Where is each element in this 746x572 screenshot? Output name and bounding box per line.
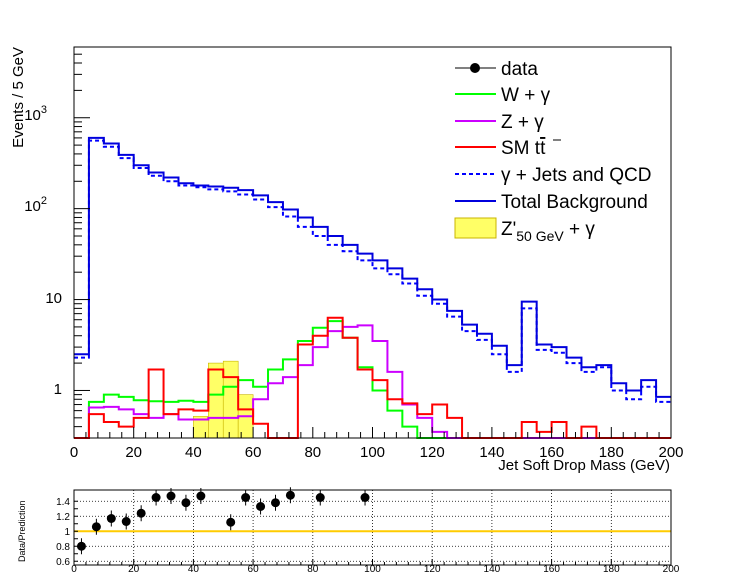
legend-label-data: data [501, 59, 538, 80]
ratio-point [106, 514, 116, 523]
main-y-tick-label-100: 102 [24, 195, 47, 215]
ratio-point [360, 493, 370, 502]
main-x-tick-label: 120 [420, 444, 445, 461]
legend-signal-base: Z' [501, 219, 516, 240]
main-plot: 0 20 40 60 80 100 120 140 160 180 200 1 10 102 103… [10, 46, 684, 474]
legend-signal-suffix: + γ [564, 219, 596, 240]
main-x-tick-label: 60 [245, 444, 262, 461]
main-y-ticks [74, 46, 90, 439]
ratio-x-tick-label: 80 [307, 564, 319, 572]
ratio-point [270, 498, 280, 508]
legend-label-wgamma: W + γ [501, 85, 551, 106]
ratio-points-layer [76, 487, 370, 555]
main-x-ticks: 0 20 40 60 80 100 120 140 160 180 200 [70, 427, 684, 461]
ratio-plot: 0 20 40 60 80 100 120 140 160 180 200 0.6 0.8 1 1.2 1.… [17, 487, 680, 572]
ratio-x-tick-label: 140 [484, 564, 501, 572]
legend-label-tt: SM tt [501, 138, 546, 159]
ratio-x-ticks: 0 20 40 60 80 100 120 140 160 180 200 [71, 559, 680, 572]
ratio-y-tick-label: 1.2 [56, 512, 70, 523]
signal-bar [208, 362, 224, 439]
ratio-point [196, 491, 206, 501]
legend-entry-tt: SM tt [455, 138, 561, 159]
ratio-point [285, 490, 295, 500]
main-y-axis-title: Events / 5 GeV [10, 47, 27, 148]
ratio-point [241, 493, 251, 502]
ratio-point [256, 502, 266, 511]
ratio-x-tick-label: 40 [188, 564, 200, 572]
main-y-tick-100-exp: 2 [41, 195, 47, 207]
legend-label-signal: Z'50 GeV + γ [501, 219, 595, 244]
legend: data W + γ Z + γ SM tt γ + Jets and QCD [454, 59, 651, 244]
legend-entry-wgamma: W + γ [455, 85, 551, 106]
main-x-tick-label: 0 [70, 444, 78, 461]
series-total-line [74, 136, 671, 398]
ratio-grid [74, 490, 671, 565]
ratio-y-ticks: 0.6 0.8 1 1.2 1.4 [56, 497, 78, 568]
ratio-y-axis-title: Data/Prediction [17, 500, 27, 562]
ratio-point [181, 498, 191, 508]
ratio-point [76, 541, 86, 551]
main-y-tick-label-10: 10 [45, 290, 62, 307]
main-x-tick-label: 40 [185, 444, 202, 461]
main-x-tick-label: 140 [479, 444, 504, 461]
ratio-x-tick-label: 200 [663, 564, 680, 572]
ratio-point [226, 517, 236, 527]
legend-tt-prefix: SM t [501, 138, 541, 159]
main-y-tick-1000-exp: 3 [41, 104, 47, 116]
ratio-point [91, 522, 101, 532]
main-x-tick-label: 20 [125, 444, 142, 461]
legend-entry-data: data [455, 59, 538, 80]
legend-label-zgamma: Z + γ [501, 112, 544, 133]
main-x-axis-title: Jet Soft Drop Mass (GeV) [498, 457, 670, 474]
main-y-tick-label-1: 1 [54, 381, 62, 398]
ratio-y-tick-label: 0.8 [56, 542, 70, 553]
ratio-x-tick-label: 0 [71, 564, 77, 572]
legend-marker-data [470, 63, 480, 73]
legend-entry-signal: Z'50 GeV + γ [454, 217, 595, 244]
ratio-y-tick-label: 1 [64, 527, 70, 538]
ratio-x-tick-label: 60 [248, 564, 260, 572]
legend-entry-total: Total Background [455, 192, 648, 213]
legend-entry-zgamma: Z + γ [455, 112, 544, 133]
legend-entry-gjets: γ + Jets and QCD [455, 165, 651, 186]
main-y-tick-label-1000: 103 [24, 104, 47, 124]
main-y-tick-1000-base: 10 [24, 107, 41, 124]
ratio-point [136, 508, 146, 518]
ratio-x-tick-label: 120 [424, 564, 441, 572]
ratio-point [166, 491, 176, 501]
legend-swatch-signal [454, 217, 497, 239]
main-x-tick-label: 200 [658, 444, 683, 461]
main-x-tick-label: 180 [599, 444, 624, 461]
ratio-x-tick-label: 100 [364, 564, 381, 572]
ratio-point [315, 493, 325, 502]
signal-bar [222, 360, 239, 439]
ratio-y-tick-label: 0.6 [56, 557, 70, 568]
ratio-point [121, 517, 131, 526]
series-gjets-line [74, 139, 671, 403]
main-x-tick-label: 160 [539, 444, 564, 461]
main-y-tick-100-base: 10 [24, 198, 41, 215]
legend-label-total: Total Background [501, 192, 648, 213]
main-x-tick-label: 80 [304, 444, 321, 461]
legend-signal-sub: 50 GeV [516, 228, 564, 244]
main-x-tick-label: 100 [360, 444, 385, 461]
ratio-y-tick-label: 1.4 [56, 497, 70, 508]
ratio-x-tick-label: 160 [543, 564, 560, 572]
ratio-point [151, 493, 161, 502]
ratio-x-tick-label: 180 [603, 564, 620, 572]
legend-label-gjets: γ + Jets and QCD [501, 165, 651, 186]
legend-tt-bar: t [540, 138, 546, 159]
ratio-x-tick-label: 20 [128, 564, 140, 572]
